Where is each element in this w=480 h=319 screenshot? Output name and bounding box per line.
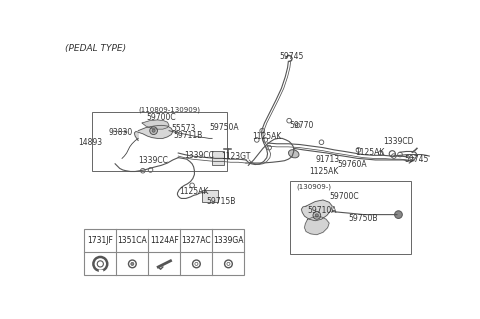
Polygon shape xyxy=(134,125,173,141)
Text: 1125AK: 1125AK xyxy=(309,167,338,176)
Text: 1327AC: 1327AC xyxy=(181,236,211,245)
Bar xyxy=(212,151,225,165)
Text: 1339GA: 1339GA xyxy=(213,236,244,245)
Polygon shape xyxy=(301,200,332,221)
Text: 91713: 91713 xyxy=(315,154,339,164)
Text: 93830: 93830 xyxy=(109,128,133,137)
Text: 59710A: 59710A xyxy=(308,206,337,215)
Text: 59750A: 59750A xyxy=(209,123,239,132)
Text: (130909-): (130909-) xyxy=(297,183,332,189)
Text: 1339CC: 1339CC xyxy=(184,151,214,160)
Text: 1125AK: 1125AK xyxy=(179,187,208,196)
Bar xyxy=(202,190,217,202)
Ellipse shape xyxy=(288,150,299,158)
Text: 1339CD: 1339CD xyxy=(383,137,414,146)
Bar xyxy=(92,112,227,172)
Text: 59700C: 59700C xyxy=(329,192,359,201)
Text: (PEDAL TYPE): (PEDAL TYPE) xyxy=(65,44,126,54)
Text: 59715B: 59715B xyxy=(206,197,235,206)
Bar xyxy=(290,181,411,254)
Circle shape xyxy=(315,214,318,217)
Text: 59750B: 59750B xyxy=(348,214,378,223)
Text: 1125AK: 1125AK xyxy=(252,132,282,141)
Text: 59700C: 59700C xyxy=(146,113,176,122)
Text: 1124AF: 1124AF xyxy=(150,236,179,245)
Circle shape xyxy=(313,211,321,219)
Circle shape xyxy=(395,211,402,219)
Bar xyxy=(84,229,244,275)
Text: 1351CA: 1351CA xyxy=(118,236,147,245)
Text: 1731JF: 1731JF xyxy=(87,236,113,245)
Text: 14893: 14893 xyxy=(78,138,102,147)
Text: 55573: 55573 xyxy=(171,124,196,133)
Polygon shape xyxy=(304,217,329,235)
Text: 1123GT: 1123GT xyxy=(221,152,251,161)
Circle shape xyxy=(150,127,157,135)
Text: 1125AK: 1125AK xyxy=(355,148,384,157)
Text: (110809-130909): (110809-130909) xyxy=(138,106,200,113)
Text: 1339CC: 1339CC xyxy=(138,156,168,165)
Polygon shape xyxy=(142,120,169,129)
Text: 59745: 59745 xyxy=(279,52,303,61)
Text: 59711B: 59711B xyxy=(174,131,203,140)
Circle shape xyxy=(152,129,155,132)
Text: 59760A: 59760A xyxy=(337,160,367,169)
Circle shape xyxy=(131,262,134,265)
Text: 59770: 59770 xyxy=(289,121,313,130)
Text: 59745: 59745 xyxy=(405,155,429,164)
